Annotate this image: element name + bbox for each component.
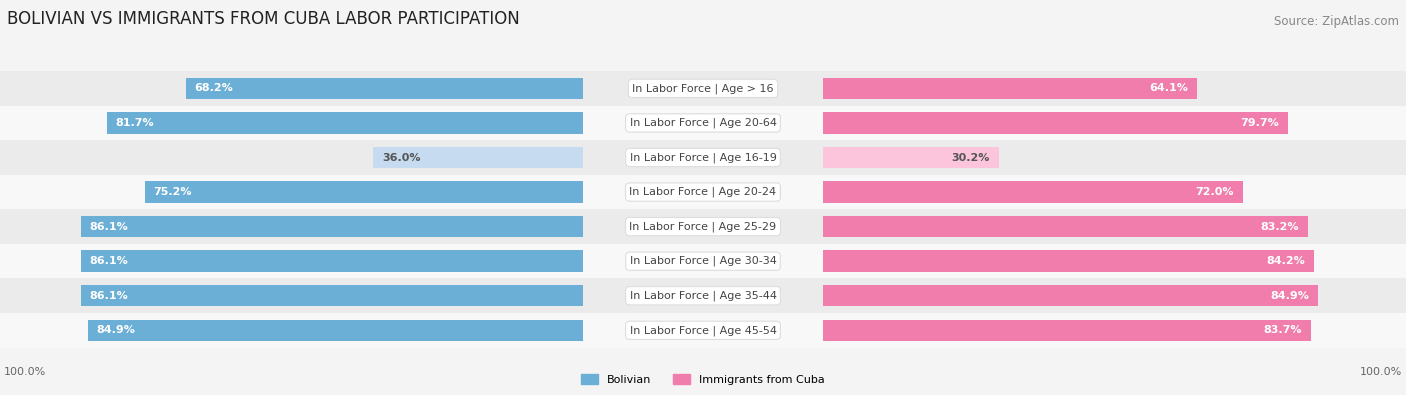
Bar bbox=[0, 106, 583, 140]
Text: 36.0%: 36.0% bbox=[382, 152, 420, 162]
Bar bbox=[583, 71, 823, 106]
Bar bbox=[823, 285, 1317, 307]
Bar bbox=[583, 313, 823, 348]
Text: 75.2%: 75.2% bbox=[153, 187, 193, 197]
Text: In Labor Force | Age 16-19: In Labor Force | Age 16-19 bbox=[630, 152, 776, 163]
Bar bbox=[823, 106, 1406, 140]
Bar bbox=[89, 320, 583, 341]
Bar bbox=[583, 106, 823, 140]
Bar bbox=[145, 181, 583, 203]
Bar bbox=[0, 278, 583, 313]
Text: 72.0%: 72.0% bbox=[1195, 187, 1234, 197]
Text: 79.7%: 79.7% bbox=[1240, 118, 1279, 128]
Bar bbox=[823, 175, 1406, 209]
Text: Source: ZipAtlas.com: Source: ZipAtlas.com bbox=[1274, 15, 1399, 28]
Bar bbox=[823, 320, 1310, 341]
Bar bbox=[107, 112, 583, 134]
Text: 83.2%: 83.2% bbox=[1261, 222, 1299, 231]
Bar bbox=[0, 140, 583, 175]
Text: 30.2%: 30.2% bbox=[952, 152, 990, 162]
Text: In Labor Force | Age 25-29: In Labor Force | Age 25-29 bbox=[630, 221, 776, 232]
Bar bbox=[186, 78, 583, 99]
Text: 64.1%: 64.1% bbox=[1149, 83, 1188, 93]
Text: In Labor Force | Age 20-64: In Labor Force | Age 20-64 bbox=[630, 118, 776, 128]
Bar bbox=[0, 244, 583, 278]
Bar bbox=[374, 147, 583, 168]
Text: 86.1%: 86.1% bbox=[90, 256, 128, 266]
Bar bbox=[82, 250, 583, 272]
Text: 84.9%: 84.9% bbox=[1270, 291, 1309, 301]
Legend: Bolivian, Immigrants from Cuba: Bolivian, Immigrants from Cuba bbox=[576, 370, 830, 389]
Bar bbox=[823, 147, 998, 168]
Bar bbox=[583, 140, 823, 175]
Text: 100.0%: 100.0% bbox=[4, 367, 46, 377]
Bar bbox=[0, 313, 583, 348]
Bar bbox=[823, 181, 1243, 203]
Text: 84.9%: 84.9% bbox=[97, 325, 136, 335]
Bar bbox=[82, 216, 583, 237]
Bar bbox=[583, 209, 823, 244]
Bar bbox=[823, 244, 1406, 278]
Text: 86.1%: 86.1% bbox=[90, 222, 128, 231]
Bar bbox=[823, 140, 1406, 175]
Bar bbox=[823, 78, 1197, 99]
Bar bbox=[583, 278, 823, 313]
Bar bbox=[583, 244, 823, 278]
Bar bbox=[0, 71, 583, 106]
Bar bbox=[0, 209, 583, 244]
Text: 83.7%: 83.7% bbox=[1264, 325, 1302, 335]
Text: 68.2%: 68.2% bbox=[194, 83, 233, 93]
Bar bbox=[823, 313, 1406, 348]
Bar bbox=[823, 216, 1308, 237]
Text: In Labor Force | Age 45-54: In Labor Force | Age 45-54 bbox=[630, 325, 776, 336]
Text: BOLIVIAN VS IMMIGRANTS FROM CUBA LABOR PARTICIPATION: BOLIVIAN VS IMMIGRANTS FROM CUBA LABOR P… bbox=[7, 9, 520, 28]
Bar bbox=[823, 209, 1406, 244]
Text: In Labor Force | Age > 16: In Labor Force | Age > 16 bbox=[633, 83, 773, 94]
Text: 81.7%: 81.7% bbox=[115, 118, 155, 128]
Text: 100.0%: 100.0% bbox=[1360, 367, 1402, 377]
Bar bbox=[82, 285, 583, 307]
Text: In Labor Force | Age 35-44: In Labor Force | Age 35-44 bbox=[630, 290, 776, 301]
Bar bbox=[823, 71, 1406, 106]
Text: 86.1%: 86.1% bbox=[90, 291, 128, 301]
Text: In Labor Force | Age 20-24: In Labor Force | Age 20-24 bbox=[630, 187, 776, 198]
Bar bbox=[823, 250, 1313, 272]
Bar bbox=[823, 278, 1406, 313]
Text: 84.2%: 84.2% bbox=[1267, 256, 1305, 266]
Bar bbox=[823, 112, 1288, 134]
Bar bbox=[583, 175, 823, 209]
Text: In Labor Force | Age 30-34: In Labor Force | Age 30-34 bbox=[630, 256, 776, 267]
Bar bbox=[0, 175, 583, 209]
